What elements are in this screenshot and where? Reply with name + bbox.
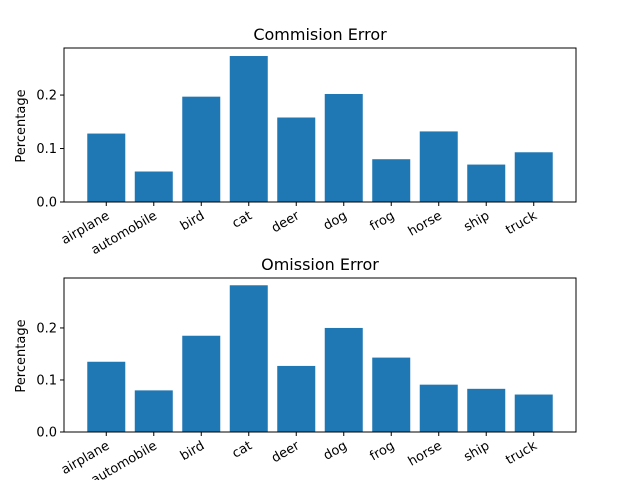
y-ticks: 0.0 0.1 0.2 — [36, 89, 64, 211]
plot-frame — [63, 277, 577, 433]
bar-frog — [372, 159, 411, 202]
bar-bird — [182, 96, 221, 202]
y-axis-label: Percentage — [14, 319, 29, 392]
x-tick-label: frog — [367, 208, 397, 234]
bar-horse — [419, 131, 458, 202]
bars — [87, 56, 553, 202]
bar-dog — [324, 93, 363, 202]
y-tick-label: 0.1 — [36, 142, 57, 157]
bar-automobile — [134, 171, 173, 202]
bar-truck — [514, 152, 553, 202]
omission-error-chart: Omission Error Percentage 0.0 0.1 0.2 airp… — [14, 255, 577, 480]
y-tick-label: 0.2 — [36, 321, 57, 336]
x-tick-label: ship — [461, 438, 492, 464]
x-tick-label: ship — [461, 208, 492, 234]
y-axis-label: Percentage — [14, 89, 29, 162]
bar-deer — [277, 365, 316, 432]
x-tick-label: dog — [321, 438, 350, 463]
bar-deer — [277, 117, 316, 202]
x-tick-label: cat — [230, 438, 255, 461]
bar-automobile — [134, 390, 173, 432]
x-tick-label: deer — [269, 208, 303, 236]
y-tick-label: 0.1 — [36, 373, 57, 388]
bar-cat — [229, 56, 268, 202]
bar-horse — [419, 384, 458, 432]
x-tick-label: deer — [269, 438, 303, 466]
x-tick-label: truck — [503, 208, 540, 238]
y-tick-label: 0.2 — [36, 89, 57, 104]
x-tick-label: bird — [178, 208, 207, 234]
bars — [87, 285, 553, 432]
y-tick-label: 0.0 — [36, 196, 57, 211]
x-tick-label: frog — [367, 438, 397, 464]
bar-airplane — [87, 133, 126, 202]
x-tick-label: cat — [230, 208, 255, 231]
chart-title: Commision Error — [253, 25, 387, 44]
y-ticks: 0.0 0.1 0.2 — [36, 321, 64, 441]
x-tick-label: horse — [406, 208, 445, 239]
bar-ship — [467, 164, 506, 202]
bar-frog — [372, 357, 411, 432]
commission-error-chart: Commision Error Percentage 0.0 0.1 0.2 air… — [14, 25, 577, 258]
bar-truck — [514, 394, 553, 432]
x-tick-label: truck — [503, 438, 540, 468]
bar-airplane — [87, 361, 126, 432]
bar-bird — [182, 335, 221, 432]
bar-ship — [467, 388, 506, 432]
x-tick-label: horse — [406, 438, 445, 469]
chart-title: Omission Error — [261, 255, 379, 274]
bar-dog — [324, 327, 363, 432]
x-tick-label: bird — [178, 438, 207, 464]
x-tick-label: dog — [321, 208, 350, 233]
plot-frame — [63, 47, 577, 203]
y-tick-label: 0.0 — [36, 426, 57, 441]
bar-cat — [229, 285, 268, 432]
